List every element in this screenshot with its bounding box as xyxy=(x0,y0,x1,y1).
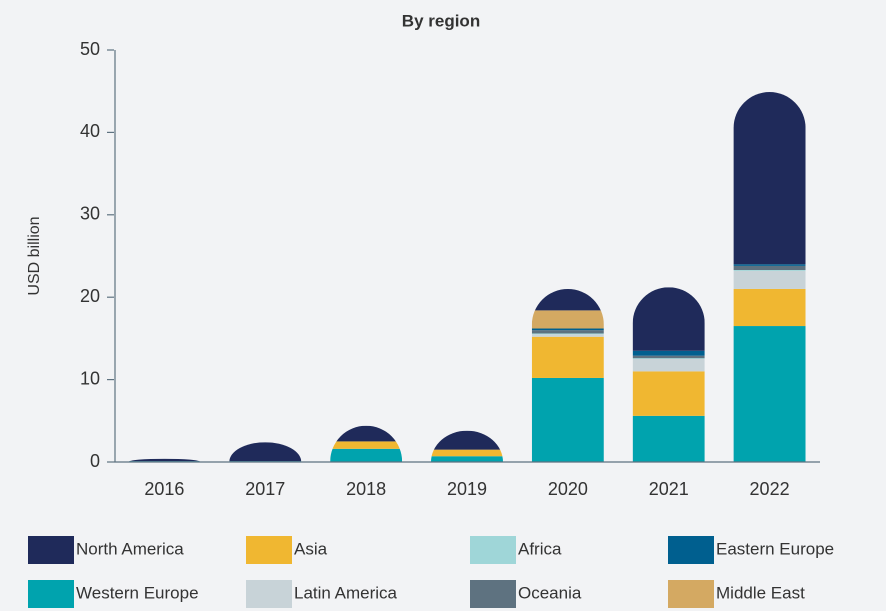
legend-label: Middle East xyxy=(716,583,805,602)
legend-swatch xyxy=(246,536,292,564)
x-tick-label: 2017 xyxy=(245,479,285,499)
y-tick-label: 0 xyxy=(90,451,100,471)
bar-segment xyxy=(531,330,604,334)
bar-segment xyxy=(330,441,403,449)
legend-label: Asia xyxy=(294,539,328,558)
bar-segment xyxy=(531,328,604,331)
bar-segment xyxy=(431,456,503,462)
legend-swatch xyxy=(28,580,74,608)
bar-segment xyxy=(531,377,604,462)
y-tick-label: 30 xyxy=(80,204,100,224)
bar-segment xyxy=(733,270,806,289)
bar-segment xyxy=(632,415,705,462)
bar-segment xyxy=(632,359,705,372)
bar-segment xyxy=(229,442,302,462)
bar-segment xyxy=(632,358,705,359)
y-axis-label: USD billion xyxy=(26,216,43,295)
bar-segment xyxy=(531,334,604,337)
x-tick-label: 2020 xyxy=(548,479,588,499)
bar-segment xyxy=(733,326,806,462)
bar-segment xyxy=(431,430,503,450)
x-tick-label: 2016 xyxy=(144,479,184,499)
y-tick-label: 20 xyxy=(80,286,100,306)
bar-segment xyxy=(632,350,705,356)
y-tick-label: 50 xyxy=(80,39,100,59)
bar-segment xyxy=(632,355,705,359)
x-tick-label: 2019 xyxy=(447,479,487,499)
bar-segment xyxy=(632,371,705,416)
bar-segment xyxy=(431,449,503,457)
bar-segment xyxy=(733,265,806,271)
x-tick-label: 2022 xyxy=(750,479,790,499)
x-tick-label: 2021 xyxy=(649,479,689,499)
legend-label: Oceania xyxy=(518,583,582,602)
bar-segment xyxy=(733,264,806,266)
bar-segment xyxy=(531,310,604,329)
bar-segment xyxy=(531,336,604,378)
y-tick-label: 10 xyxy=(80,368,100,388)
legend-swatch xyxy=(470,580,516,608)
bar-stack xyxy=(431,430,503,462)
bar-stack xyxy=(632,287,705,462)
legend-label: Latin America xyxy=(294,583,398,602)
legend-swatch xyxy=(668,536,714,564)
chart-title: By region xyxy=(402,11,480,30)
legend-label: North America xyxy=(76,539,184,558)
bar-segment xyxy=(531,333,604,335)
bar-stack xyxy=(531,288,604,462)
legend-label: Western Europe xyxy=(76,583,199,602)
bar-segment xyxy=(733,288,806,327)
bar-segment xyxy=(128,458,201,462)
bar-segment xyxy=(733,92,806,265)
legend-label: Eastern Europe xyxy=(716,539,834,558)
bar-segment xyxy=(330,448,403,462)
bar-segment xyxy=(632,287,705,351)
bar-segment xyxy=(733,270,806,271)
legend-swatch xyxy=(28,536,74,564)
legend-swatch xyxy=(668,580,714,608)
legend-label: Africa xyxy=(518,539,562,558)
bar-stack xyxy=(733,92,806,462)
y-tick-label: 40 xyxy=(80,121,100,141)
bar-segment xyxy=(531,288,604,311)
legend-swatch xyxy=(246,580,292,608)
legend-swatch xyxy=(470,536,516,564)
x-tick-label: 2018 xyxy=(346,479,386,499)
